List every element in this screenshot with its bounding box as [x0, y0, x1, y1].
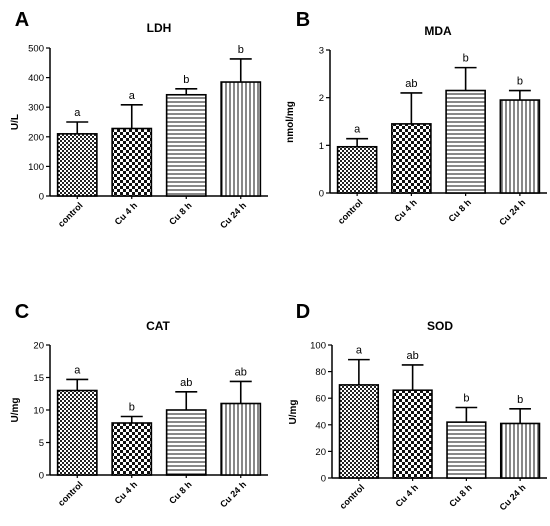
significance-letter: ab: [180, 377, 192, 389]
y-tick-label: 60: [315, 394, 326, 405]
significance-letter: a: [129, 90, 136, 102]
bar-3: [165, 93, 207, 197]
y-axis-label: U/mg: [10, 398, 21, 423]
y-tick-label: 0: [39, 192, 44, 203]
x-tick-label: control: [338, 482, 367, 511]
bar-1: [56, 389, 98, 476]
y-tick-label: 400: [28, 73, 44, 84]
y-axis-label: U/L: [10, 114, 21, 130]
chart-panel-a: A LDH U/L 0 100 200 300 400 500 a control a Cu 4 h b C…: [10, 9, 268, 230]
bar-1: [338, 384, 380, 479]
y-tick-label: 0: [319, 189, 324, 200]
bar-1: [56, 133, 98, 197]
significance-letter: a: [354, 124, 361, 136]
y-tick-label: 15: [33, 373, 44, 384]
x-tick-label: Cu 4 h: [113, 479, 140, 506]
bar-3: [446, 421, 487, 479]
y-tick-label: 200: [28, 132, 44, 143]
y-axis-label: nmol/mg: [285, 101, 296, 143]
y-tick-label: 300: [28, 103, 44, 114]
significance-letter: ab: [407, 350, 419, 362]
y-tick-label: 0: [321, 474, 326, 485]
chart-panel-b: B MDA nmol/mg 0 1 2 3 a control ab Cu 4 h b Cu 8 h b C…: [285, 9, 547, 227]
x-tick-label: Cu 4 h: [394, 482, 421, 509]
y-tick-label: 80: [315, 367, 326, 378]
y-tick-label: 1: [319, 141, 324, 152]
panel-letter: C: [15, 301, 29, 323]
y-tick-label: 100: [28, 162, 44, 173]
significance-letter: ab: [405, 78, 417, 90]
bar-2: [111, 422, 153, 476]
x-tick-label: Cu 24 h: [218, 200, 248, 230]
x-tick-label: control: [56, 479, 85, 508]
x-tick-label: Cu 4 h: [113, 200, 140, 227]
panel-letter: A: [15, 9, 29, 31]
bar-2: [391, 123, 432, 194]
y-tick-label: 3: [319, 46, 324, 57]
y-tick-label: 500: [28, 44, 44, 55]
y-tick-label: 0: [39, 471, 44, 482]
bar-3: [445, 89, 486, 194]
significance-letter: b: [517, 76, 523, 88]
x-tick-label: Cu 8 h: [167, 479, 194, 506]
significance-letter: b: [463, 53, 469, 65]
bar-4: [220, 81, 262, 197]
y-tick-label: 20: [33, 341, 44, 352]
significance-letter: ab: [235, 366, 247, 378]
significance-letter: b: [129, 402, 135, 414]
x-tick-label: Cu 24 h: [497, 482, 527, 512]
x-tick-label: Cu 24 h: [497, 197, 527, 227]
bar-3: [165, 409, 207, 476]
panel-letter: D: [296, 301, 310, 323]
chart-title: CAT: [146, 319, 170, 333]
significance-letter: a: [356, 345, 363, 357]
bar-4: [220, 402, 262, 476]
x-tick-label: Cu 4 h: [392, 197, 419, 224]
x-tick-label: Cu 24 h: [218, 479, 248, 509]
significance-letter: a: [74, 107, 81, 119]
significance-letter: b: [463, 393, 469, 405]
chart-panel-c: C CAT U/mg 0 5 10 15 20 a control b Cu 4 h ab Cu 8 h a…: [10, 301, 268, 509]
bar-2: [392, 389, 433, 479]
significance-letter: b: [238, 44, 244, 56]
y-tick-label: 2: [319, 93, 324, 104]
y-tick-label: 40: [315, 420, 326, 431]
x-tick-label: control: [336, 197, 365, 226]
x-tick-label: control: [56, 200, 85, 229]
significance-letter: b: [183, 74, 189, 86]
chart-title: SOD: [427, 319, 453, 333]
bar-4: [499, 99, 541, 194]
y-tick-label: 10: [33, 406, 44, 417]
chart-title: LDH: [147, 21, 172, 35]
significance-letter: b: [517, 394, 523, 406]
panel-letter: B: [296, 9, 310, 31]
y-tick-label: 100: [310, 341, 326, 352]
chart-panel-d: D SOD U/mg 0 20 40 60 80 100 a control ab Cu 4 h b Cu …: [288, 301, 547, 512]
bar-1: [336, 145, 378, 194]
chart-title: MDA: [424, 24, 452, 38]
bar-4: [499, 422, 541, 479]
bar-2: [111, 127, 153, 197]
x-tick-label: Cu 8 h: [167, 200, 194, 227]
x-tick-label: Cu 8 h: [447, 482, 474, 509]
y-axis-label: U/mg: [288, 400, 299, 425]
y-tick-label: 5: [39, 438, 44, 449]
x-tick-label: Cu 8 h: [447, 197, 474, 224]
y-tick-label: 20: [315, 447, 326, 458]
significance-letter: a: [74, 364, 81, 376]
